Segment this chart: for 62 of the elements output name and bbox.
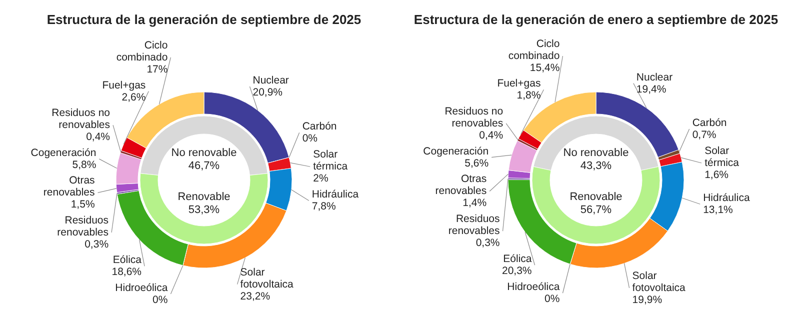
data-label: 43,3% xyxy=(580,160,612,172)
data-label: 5,8% xyxy=(72,158,96,171)
data-label: 0,4% xyxy=(86,131,110,144)
slice-label: Eólica xyxy=(112,254,142,266)
data-label: 5,6% xyxy=(464,157,489,170)
slice-label: No renovable xyxy=(171,147,237,159)
slice-label: Carbón xyxy=(692,117,727,129)
data-label: 13,1% xyxy=(703,204,733,216)
category-label: Carbón xyxy=(302,120,337,133)
slice-label: No renovable xyxy=(563,147,629,159)
data-label: 2% xyxy=(313,172,328,185)
slice-label: Cogeneración xyxy=(30,146,96,159)
category-label: Hidroeólica xyxy=(115,282,168,294)
text: 0% xyxy=(544,293,560,306)
slice-label: Residuos renovables xyxy=(448,213,500,238)
slice-label: Renovable xyxy=(570,191,622,203)
slice-label: Otras renovables xyxy=(435,173,487,198)
slice-label: Hidráulica xyxy=(703,192,750,204)
slice-label: Solar térmica xyxy=(313,148,348,173)
data-label: 20,9% xyxy=(252,86,283,98)
chart-title: Estructura de la generación de septiembre de 2025 xyxy=(46,12,362,27)
data-label: 1,8% xyxy=(516,90,541,102)
slice-label: Nuclear xyxy=(252,74,290,86)
data-label: 1,4% xyxy=(462,197,487,210)
slice-label: Solar fotovoltaica xyxy=(632,270,686,294)
data-label: 18,6% xyxy=(112,266,142,278)
data-label: 46,7% xyxy=(188,160,220,172)
data-label: 1,6% xyxy=(704,169,729,181)
data-label: 0,3% xyxy=(476,237,500,250)
slice-label: Cogeneración xyxy=(423,145,489,158)
slice-label: Ciclo combinado xyxy=(116,39,168,64)
text: 0% xyxy=(152,294,168,306)
slice-label: Solar térmica xyxy=(704,145,740,169)
data-label: 0,4% xyxy=(479,129,504,142)
data-label: 19,9% xyxy=(632,294,662,306)
data-label: 23,2% xyxy=(240,290,270,302)
data-label: 15,4% xyxy=(530,62,560,74)
slice-label: Fuel+gas xyxy=(497,78,541,90)
text: 0% xyxy=(302,132,318,145)
slice-label: Fuel+gas xyxy=(102,79,146,92)
data-label: 17% xyxy=(146,63,168,76)
data-label: 2,6% xyxy=(122,91,146,104)
data-label: 20,3% xyxy=(502,265,532,278)
data-label: 0,3% xyxy=(84,238,109,250)
data-label: 0,7% xyxy=(692,129,716,141)
data-label: 1,5% xyxy=(70,198,95,211)
slice-label: Hidráulica xyxy=(312,188,359,201)
slice-label: Otras renovables xyxy=(43,174,95,199)
data-label: 19,4% xyxy=(636,83,666,96)
data-label: 7,8% xyxy=(312,200,336,213)
category-label: Hidroeólica xyxy=(507,281,560,294)
slice-label: Renovable xyxy=(178,191,230,203)
chart-title: Estructura de la generación de enero a septiembre de 2025 xyxy=(414,12,778,27)
data-label: 53,3% xyxy=(188,204,220,216)
slice-label: Residuos no renovables xyxy=(444,105,504,130)
slice-label: Ciclo combinado xyxy=(508,38,560,62)
data-label: 56,7% xyxy=(580,204,612,216)
slice-label: Residuos no renovables xyxy=(52,107,110,132)
slice-label: Solar fotovoltaica xyxy=(240,266,294,290)
slice-label: Nuclear xyxy=(636,71,674,84)
slice-label: Residuos renovables xyxy=(57,214,109,238)
slice-label: Eólica xyxy=(503,253,532,266)
